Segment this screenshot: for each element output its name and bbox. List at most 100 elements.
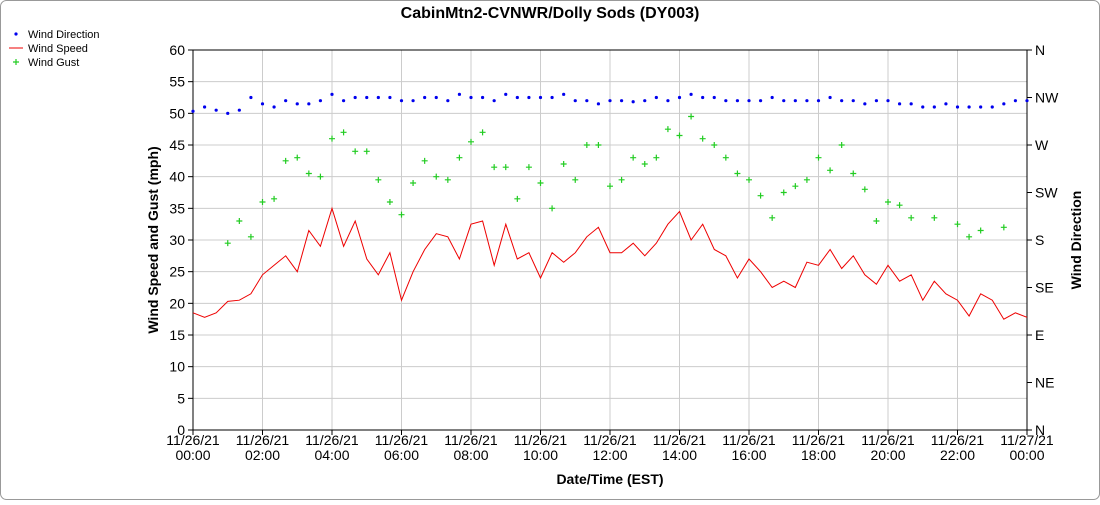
direction-point — [619, 99, 624, 103]
gust-point — [676, 132, 683, 139]
x-tick-label: 11/26/21 06:00 — [375, 432, 429, 463]
direction-point — [550, 95, 554, 100]
x-tick-label: 11/27/21 00:00 — [1000, 432, 1054, 463]
gust-point — [398, 211, 405, 218]
gust-point — [560, 161, 567, 167]
direction-point — [828, 95, 832, 100]
gust-point — [780, 189, 787, 196]
gust-point — [525, 164, 532, 171]
direction-point — [724, 99, 728, 103]
direction-point — [249, 95, 253, 100]
direction-point — [1025, 99, 1029, 103]
gust-point — [259, 199, 266, 205]
gust-point — [583, 142, 590, 148]
direction-point — [284, 99, 288, 103]
direction-point — [272, 105, 276, 109]
direction-point — [330, 92, 334, 96]
y2-tick-label: E — [1035, 327, 1044, 343]
direction-point — [747, 99, 751, 103]
gust-point — [966, 233, 973, 240]
gust-point — [607, 183, 613, 190]
direction-point — [909, 102, 913, 106]
direction-point — [226, 111, 230, 115]
speed-line — [192, 206, 1028, 320]
direction-point — [782, 99, 786, 103]
direction-point — [608, 99, 612, 103]
chart-title: CabinMtn2-CVNWR/Dolly Sods (DY003) — [401, 5, 700, 22]
y-tick-label: 0 — [177, 422, 185, 438]
gust-point — [479, 129, 486, 136]
gust-point — [444, 176, 451, 183]
direction-point — [631, 100, 635, 104]
direction-point — [863, 102, 867, 106]
gust-point — [375, 176, 382, 183]
direction-point — [260, 102, 265, 106]
direction-point — [770, 95, 774, 100]
direction-point — [399, 99, 404, 103]
gust-point — [468, 138, 474, 145]
direction-point — [840, 99, 844, 103]
gust-point — [514, 195, 521, 202]
gust-point — [711, 142, 718, 148]
direction-point — [735, 99, 740, 103]
direction-point — [318, 99, 323, 103]
direction-point — [202, 105, 207, 109]
direction-point — [446, 99, 450, 103]
x-tick-label: 11/26/21 12:00 — [583, 432, 637, 463]
direction-point — [573, 99, 577, 103]
direction-point — [596, 102, 601, 106]
direction-point — [562, 92, 566, 96]
direction-point — [689, 92, 693, 96]
direction-point — [666, 99, 670, 103]
gust-point — [294, 154, 301, 161]
y-tick-label: 15 — [169, 327, 185, 343]
direction-point — [365, 95, 369, 100]
direction-point — [643, 99, 647, 103]
direction-point — [341, 99, 346, 103]
gust-point — [618, 176, 625, 183]
direction-point — [515, 95, 519, 100]
gust-point — [861, 186, 868, 193]
y-tick-label: 40 — [169, 169, 185, 185]
y-tick-label: 35 — [169, 200, 185, 216]
y-tick-label: 50 — [169, 105, 185, 121]
legend-label: Wind Speed — [28, 43, 88, 55]
direction-point — [712, 95, 716, 100]
y2-tick-label: N — [1035, 42, 1045, 58]
x-tick-label: 11/26/21 16:00 — [722, 432, 776, 463]
y-tick-label: 20 — [169, 295, 185, 311]
legend-label: Wind Direction — [28, 29, 100, 41]
direction-point — [469, 95, 473, 100]
direction-point — [886, 99, 890, 103]
direction-point — [307, 102, 311, 106]
direction-point — [851, 99, 855, 103]
gust-point — [954, 221, 961, 228]
direction-point — [701, 95, 705, 100]
y-tick-label: 10 — [169, 359, 185, 375]
gust-point — [224, 240, 231, 247]
gust-point — [236, 218, 243, 224]
gust-point — [885, 199, 891, 205]
y2-tick-label: NE — [1035, 375, 1054, 391]
gust-point — [352, 148, 359, 155]
direction-point — [793, 99, 797, 103]
direction-point — [295, 102, 299, 106]
y-tick-label: 45 — [169, 137, 185, 153]
direction-point — [967, 105, 971, 109]
gust-point — [340, 129, 347, 136]
legend-marker — [13, 59, 19, 65]
gust-point — [271, 195, 278, 202]
direction-point — [955, 105, 960, 109]
direction-point — [214, 108, 218, 112]
gust-point — [815, 154, 822, 161]
gust-point — [977, 227, 984, 234]
gust-point — [1000, 224, 1007, 231]
gust-point — [363, 148, 370, 155]
gust-point — [757, 192, 764, 199]
x-tick-label: 11/26/21 14:00 — [653, 432, 707, 463]
y2-axis-label: Wind Direction — [1068, 191, 1084, 290]
gust-point — [410, 180, 417, 186]
gust-point — [688, 113, 695, 120]
y2-tick-label: S — [1035, 232, 1044, 248]
plot-border — [192, 49, 1028, 431]
